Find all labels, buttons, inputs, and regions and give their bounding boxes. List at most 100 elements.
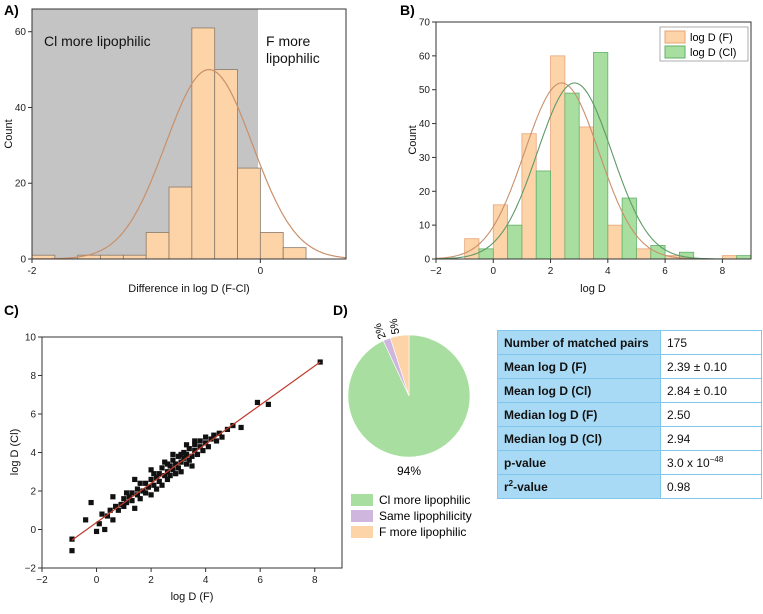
b-bar-cl [564, 92, 580, 260]
c-y-axis-title: log D (Cl) [9, 429, 21, 475]
c-data-point [197, 438, 203, 444]
c-y-tick-label: 4 [30, 448, 36, 459]
p-suffix: -value [511, 455, 547, 470]
d-slice-label-f: 5% [388, 317, 402, 335]
table-value: 2.50 [660, 402, 762, 427]
c-data-point [219, 434, 225, 440]
c-data-point [192, 442, 198, 448]
c-data-point [173, 461, 179, 467]
table-row: Number of matched pairs 175 [497, 330, 762, 355]
c-data-point [121, 496, 127, 502]
b-bar-f [578, 126, 594, 260]
a-histogram-bar [282, 247, 307, 260]
a-x-tick-label: -2 [28, 266, 37, 277]
a-plot-frame [31, 8, 347, 260]
c-y-tick-label: 6 [30, 410, 36, 421]
c-data-point [156, 478, 162, 484]
c-data-point [167, 463, 173, 469]
a-y-axis-title: Count [3, 119, 15, 148]
r-symbol: r [504, 480, 509, 494]
c-data-point [126, 494, 132, 500]
c-data-point [153, 486, 160, 492]
panel-b-label: B) [400, 2, 415, 18]
c-data-point [208, 436, 214, 442]
a-histogram-bar [100, 254, 124, 260]
a-histogram-bar [237, 167, 261, 260]
c-data-point [200, 447, 206, 454]
a-histogram-bar [168, 186, 193, 260]
b-y-tick-label: 10 [419, 221, 431, 232]
b-legend-label-cl: log D (Cl) [690, 47, 736, 59]
table-key: r2-value [497, 474, 661, 499]
c-data-point [129, 490, 135, 496]
c-data-point [115, 507, 121, 513]
c-data-point [93, 528, 100, 535]
panel-c: C) −2 0 2 4 6 8 −2 0 2 4 6 8 10 log D (F) log D (Cl) [4, 302, 343, 603]
d-legend-swatch-f [351, 526, 373, 538]
table-row: Mean log D (Cl) 2.84 ± 0.10 [497, 378, 762, 403]
d-slice-label-cl: 94% [397, 464, 421, 478]
c-data-point [183, 442, 190, 448]
c-data-point [186, 446, 192, 452]
c-data-point [99, 511, 105, 517]
c-data-point [145, 484, 151, 490]
table-row: Median log D (F) 2.50 [497, 402, 762, 427]
table-key: Median log D (Cl) [497, 426, 661, 451]
c-y-tick-label: 0 [30, 525, 36, 536]
table-value: 2.84 ± 0.10 [660, 378, 762, 403]
c-data-point [205, 444, 211, 450]
b-plot-frame [435, 21, 752, 260]
c-data-point [203, 434, 209, 440]
c-x-tick-label: 2 [148, 575, 154, 586]
panel-d-label: D) [333, 302, 348, 318]
c-data-point [143, 490, 149, 496]
b-fit-cl [436, 82, 751, 260]
b-bar-f [607, 224, 623, 260]
c-data-point [170, 457, 176, 463]
d-legend-swatch-cl [351, 494, 373, 506]
table-row: p-value 3.0 x 10−48 [497, 450, 762, 475]
c-data-point [134, 492, 141, 498]
c-data-point [148, 476, 154, 483]
d-legend-label-f: F more lipophilic [379, 525, 466, 539]
d-legend-label-cl: Cl more lipophilic [379, 493, 470, 507]
table-key: p-value [497, 450, 661, 475]
c-data-point [69, 536, 75, 542]
c-data-point [69, 548, 75, 554]
b-bar-cl [478, 248, 494, 260]
b-x-tick-label: −2 [430, 266, 442, 277]
c-data-point [189, 463, 195, 469]
a-y-tick-label: 40 [15, 103, 27, 114]
c-data-point [88, 499, 94, 506]
c-data-point [137, 480, 143, 486]
b-y-tick-label: 30 [419, 153, 431, 164]
d-legend-label-same: Same lipophilicity [379, 509, 472, 523]
r-suffix: -value [513, 480, 548, 494]
c-data-point [213, 438, 220, 444]
c-data-point [129, 498, 135, 504]
c-data-point [211, 432, 217, 438]
c-data-point [192, 447, 198, 454]
c-data-point [113, 503, 119, 509]
c-data-point [254, 399, 261, 406]
a-y-tick-label: 20 [15, 179, 27, 190]
b-y-tick-label: 0 [424, 255, 430, 266]
b-x-tick-label: 6 [662, 266, 668, 277]
c-data-point [123, 490, 130, 496]
c-data-point [96, 521, 102, 527]
b-legend-swatch-f [664, 30, 686, 44]
f-region-label-line1: F more [266, 33, 311, 49]
f-region-label-line2: lipophilic [266, 50, 320, 66]
c-data-point [194, 451, 201, 458]
c-data-point [197, 444, 203, 450]
c-x-tick-label: 0 [94, 575, 100, 586]
table-key: Median log D (F) [497, 402, 661, 427]
b-x-axis-title: log D [580, 283, 606, 295]
b-y-tick-label: 20 [419, 187, 431, 198]
c-data-point [181, 449, 187, 456]
summary-table: Number of matched pairs 175 Mean log D (… [497, 330, 762, 499]
c-data-point [164, 476, 171, 483]
p-symbol: p [504, 455, 512, 470]
c-data-point [238, 424, 244, 431]
